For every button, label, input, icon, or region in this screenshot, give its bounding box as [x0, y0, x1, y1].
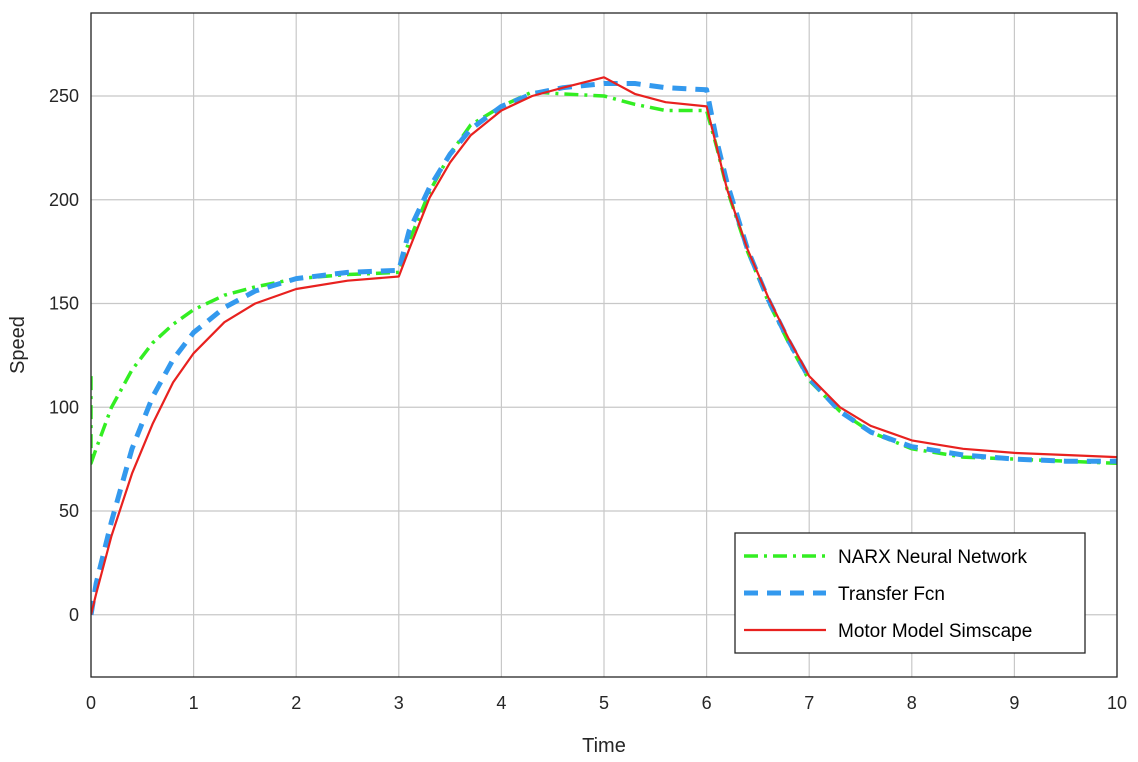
- x-tick-label: 3: [394, 693, 404, 713]
- plot-frame: [90, 12, 1118, 678]
- x-tick-label: 10: [1107, 693, 1127, 713]
- x-tick-label: 1: [189, 693, 199, 713]
- x-tick-label: 2: [291, 693, 301, 713]
- x-tick-label: 8: [907, 693, 917, 713]
- y-axis-label: Speed: [7, 316, 29, 374]
- x-tick-label: 6: [702, 693, 712, 713]
- y-tick-label: 200: [49, 190, 79, 210]
- x-tick-label: 7: [804, 693, 814, 713]
- y-tick-label: 150: [49, 294, 79, 314]
- y-tick-label: 100: [49, 397, 79, 417]
- legend-label-narx-neural-network: NARX Neural Network: [838, 547, 1027, 568]
- legend-label-motor-model-simscape: Motor Model Simscape: [838, 621, 1032, 642]
- y-tick-label: 0: [69, 605, 79, 625]
- x-tick-label: 9: [1009, 693, 1019, 713]
- x-axis-label: Time: [582, 735, 626, 757]
- y-tick-label: 250: [49, 86, 79, 106]
- series-line-motor-model-simscape: [91, 76, 1117, 616]
- legend-label-transfer-fcn: Transfer Fcn: [838, 584, 945, 605]
- legend: NARX Neural Network Transfer Fcn Motor Mod…: [734, 532, 1086, 654]
- x-tick-labels: 0 1 2 3 4 5 6 7 8 9 10: [86, 693, 1127, 713]
- x-tick-label: 5: [599, 693, 609, 713]
- x-tick-label: 4: [496, 693, 506, 713]
- y-tick-label: 50: [59, 501, 79, 521]
- y-tick-labels: 0 50 100 150 200 250: [49, 86, 79, 625]
- x-tick-label: 0: [86, 693, 96, 713]
- series-lines: [91, 76, 1117, 616]
- series-line-narx-neural-network: [91, 90, 1117, 466]
